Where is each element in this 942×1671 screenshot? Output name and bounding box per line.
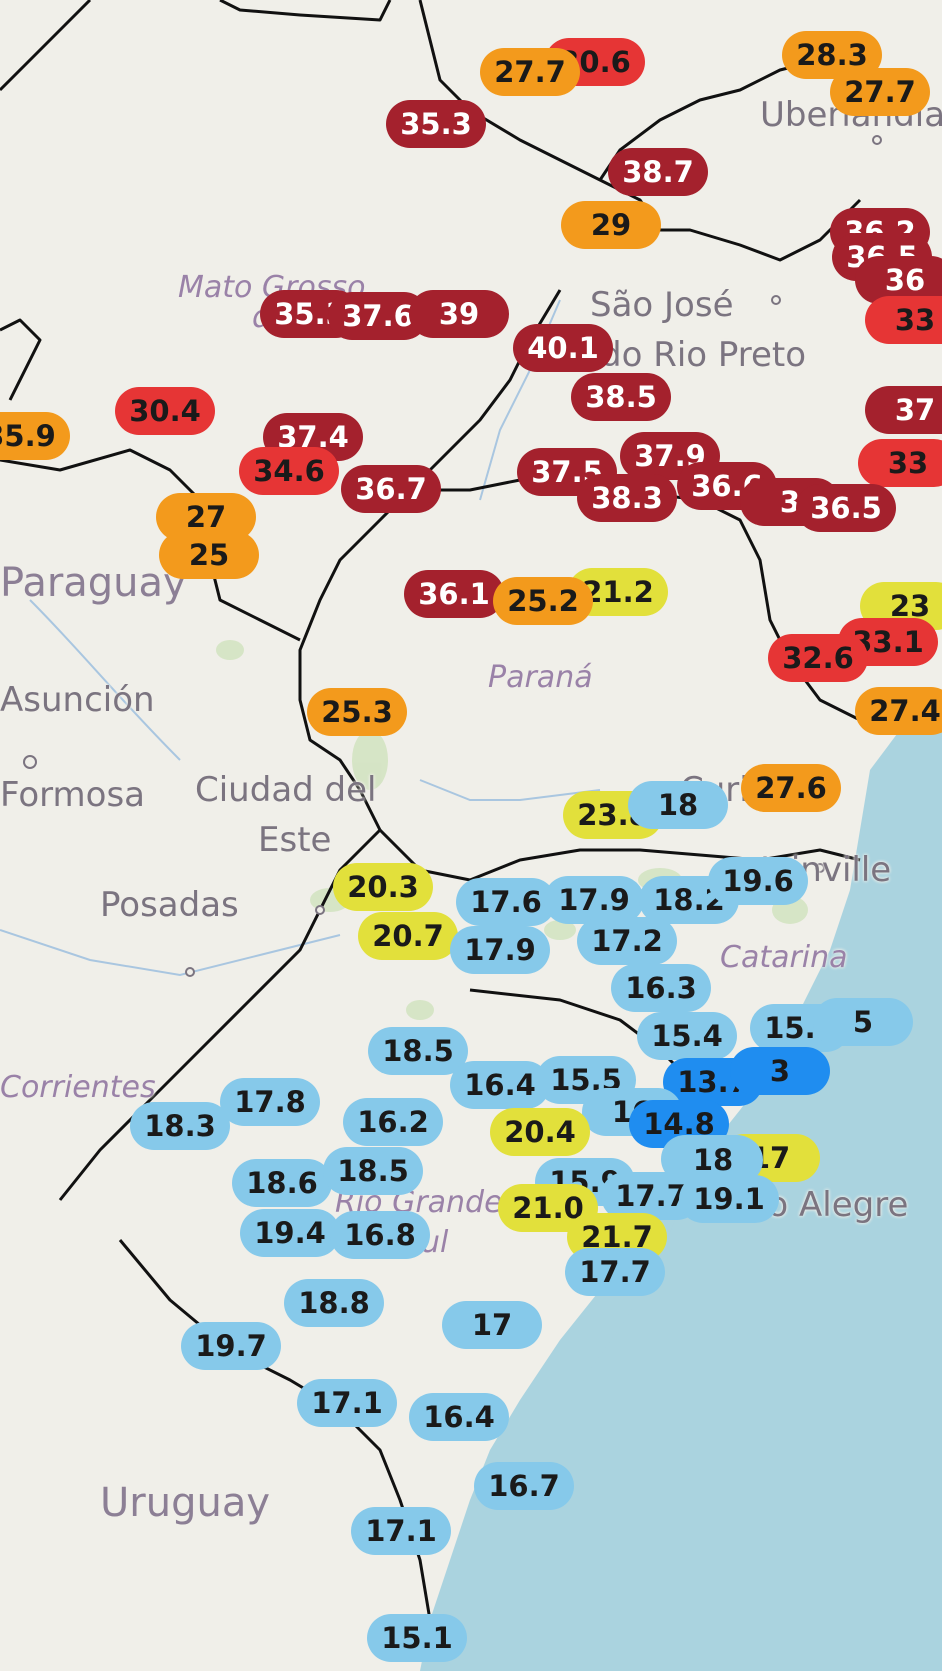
temperature-marker[interactable]: 16.7 xyxy=(474,1462,574,1510)
temperature-marker[interactable]: 16.2 xyxy=(343,1098,443,1146)
temperature-marker[interactable]: 16.8 xyxy=(330,1211,430,1259)
place-label-santa-catarina: Catarina xyxy=(720,940,848,975)
temperature-marker[interactable]: 16.4 xyxy=(450,1061,550,1109)
temperature-marker[interactable]: 35.3 xyxy=(386,100,486,148)
temperature-marker[interactable]: 33 xyxy=(858,439,942,487)
temperature-marker[interactable]: 25.3 xyxy=(307,688,407,736)
place-label-uruguay: Uruguay xyxy=(100,1480,270,1526)
temperature-marker[interactable]: 39 xyxy=(409,290,509,338)
temperature-marker[interactable]: 17 xyxy=(442,1301,542,1349)
temperature-marker[interactable]: 25 xyxy=(159,531,259,579)
place-label-parana: Paraná xyxy=(488,660,593,695)
temperature-marker[interactable]: 37.6 xyxy=(328,292,428,340)
temperature-marker[interactable]: 15.1 xyxy=(367,1614,467,1662)
temperature-marker[interactable]: 34.6 xyxy=(239,447,339,495)
temperature-marker[interactable]: 5 xyxy=(813,998,913,1046)
place-label-paraguay: Paraguay xyxy=(0,560,187,606)
temperature-marker[interactable]: 27.7 xyxy=(480,48,580,96)
temperature-marker[interactable]: 17.1 xyxy=(351,1507,451,1555)
temperature-marker[interactable]: 17.9 xyxy=(450,926,550,974)
place-label-posadas: Posadas xyxy=(100,885,239,925)
temperature-marker[interactable]: 32.6 xyxy=(768,634,868,682)
temperature-marker[interactable]: 19.7 xyxy=(181,1322,281,1370)
temperature-marker[interactable]: 17.2 xyxy=(577,917,677,965)
temperature-marker[interactable]: 3 xyxy=(730,1047,830,1095)
temperature-marker[interactable]: 36.1 xyxy=(404,570,504,618)
temperature-marker[interactable]: 30.4 xyxy=(115,387,215,435)
temperature-marker[interactable]: 18.5 xyxy=(323,1147,423,1195)
temperature-marker[interactable]: 37 xyxy=(865,386,942,434)
temperature-marker[interactable]: 18.3 xyxy=(130,1102,230,1150)
temperature-marker[interactable]: 18.6 xyxy=(232,1159,332,1207)
temperature-marker[interactable]: 33 xyxy=(865,296,942,344)
temperature-marker[interactable]: 38.5 xyxy=(571,373,671,421)
place-label-ciudad-del-este-2: Este xyxy=(258,820,332,860)
temperature-marker[interactable]: 17.7 xyxy=(565,1248,665,1296)
temperature-marker[interactable]: 27.7 xyxy=(830,68,930,116)
place-label-rio-preto: do Rio Preto xyxy=(600,335,807,375)
temperature-marker[interactable]: 18.5 xyxy=(368,1027,468,1075)
temperature-marker[interactable]: 16.4 xyxy=(409,1393,509,1441)
rivers xyxy=(0,299,601,977)
temperature-marker[interactable]: 20.4 xyxy=(490,1108,590,1156)
temperature-marker[interactable]: 18 xyxy=(628,781,728,829)
temperature-marker[interactable]: 18.8 xyxy=(284,1279,384,1327)
temperature-marker[interactable]: 38.3 xyxy=(577,474,677,522)
place-label-corrientes: Corrientes xyxy=(0,1070,156,1105)
temperature-marker[interactable]: 20.3 xyxy=(333,863,433,911)
temperature-marker[interactable]: 17.1 xyxy=(297,1379,397,1427)
temperature-marker[interactable]: 25.2 xyxy=(493,577,593,625)
temperature-marker[interactable]: 15.4 xyxy=(637,1012,737,1060)
temperature-marker[interactable]: 27.6 xyxy=(741,764,841,812)
temperature-marker[interactable]: 17.8 xyxy=(220,1078,320,1126)
temperature-marker[interactable]: 18 xyxy=(663,1136,763,1184)
temperature-marker[interactable]: 19.6 xyxy=(708,857,808,905)
temperature-marker[interactable]: 35.9 xyxy=(0,412,70,460)
temperature-marker[interactable]: 36.5 xyxy=(796,484,896,532)
place-label-sao-jose: São José xyxy=(590,285,734,325)
place-label-ciudad-del-este-1: Ciudad del xyxy=(195,770,377,810)
temperature-marker[interactable]: 40.1 xyxy=(513,324,613,372)
temperature-marker[interactable]: 30.6 xyxy=(545,38,645,86)
temperature-marker[interactable]: 19.4 xyxy=(240,1209,340,1257)
temperature-marker[interactable]: 38.7 xyxy=(608,148,708,196)
temperature-marker[interactable]: 36.7 xyxy=(341,465,441,513)
temperature-marker[interactable]: 17.9 xyxy=(544,876,644,924)
place-label-asuncion: Asunción xyxy=(0,680,155,720)
temperature-marker[interactable]: 27.4 xyxy=(855,687,942,735)
place-label-formosa: Formosa xyxy=(0,775,145,815)
temperature-marker[interactable]: 29 xyxy=(561,201,661,249)
temperature-marker[interactable]: 17.6 xyxy=(456,878,556,926)
temperature-marker[interactable]: 20.7 xyxy=(358,912,458,960)
temperature-marker[interactable]: 16.3 xyxy=(611,964,711,1012)
